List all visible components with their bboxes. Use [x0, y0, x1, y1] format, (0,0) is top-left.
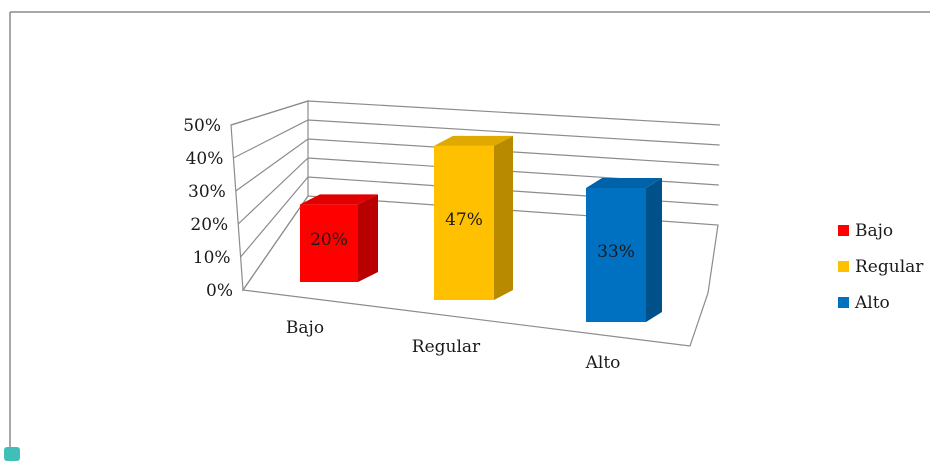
legend-label: Regular: [855, 257, 924, 277]
bar-top-face: [300, 194, 378, 205]
x-category-label: Alto: [585, 353, 621, 373]
category-labels: Bajo Regular Alto: [286, 318, 620, 373]
y-tick-label: 0%: [206, 281, 233, 301]
bar-top-face: [586, 178, 662, 189]
gridline: [235, 138, 720, 192]
x-category-label: Bajo: [286, 318, 324, 338]
legend-swatch: [838, 225, 849, 236]
bar-alto: 33%: [586, 178, 662, 322]
legend-label: Alto: [854, 293, 890, 313]
bar-value-label: 47%: [445, 210, 483, 230]
bar-side-face: [358, 194, 378, 282]
bar-side-face: [646, 178, 662, 322]
legend: Bajo Regular Alto: [838, 221, 924, 313]
y-tick-label: 20%: [190, 215, 228, 235]
legend-swatch: [838, 261, 849, 272]
page-badge: [4, 447, 20, 461]
bar-side-face: [494, 135, 513, 300]
x-category-label: Regular: [412, 337, 481, 357]
gridlines: [230, 100, 721, 258]
y-axis-ticks: 0% 10% 20% 30% 40% 50%: [183, 116, 233, 301]
bar-front-face: [300, 204, 358, 282]
y-tick-label: 40%: [186, 149, 224, 169]
legend-label: Bajo: [855, 221, 893, 241]
gridline: [240, 176, 719, 258]
y-tick-label: 50%: [183, 116, 221, 136]
bar-top-face: [434, 135, 513, 146]
bar-front-face: [586, 188, 646, 322]
y-tick-label: 10%: [193, 248, 231, 268]
bar-front-face: [434, 145, 494, 300]
gridline: [233, 119, 720, 159]
bars: 20% 47% 33%: [300, 135, 662, 322]
legend-swatch: [838, 297, 849, 308]
bar-regular: 47%: [434, 135, 513, 300]
bar-value-label: 33%: [597, 242, 635, 262]
bar-value-label: 20%: [310, 230, 348, 250]
gridline: [230, 100, 721, 126]
y-tick-label: 30%: [188, 182, 226, 202]
gridline: [237, 157, 719, 225]
bar-bajo: 20%: [300, 194, 378, 282]
